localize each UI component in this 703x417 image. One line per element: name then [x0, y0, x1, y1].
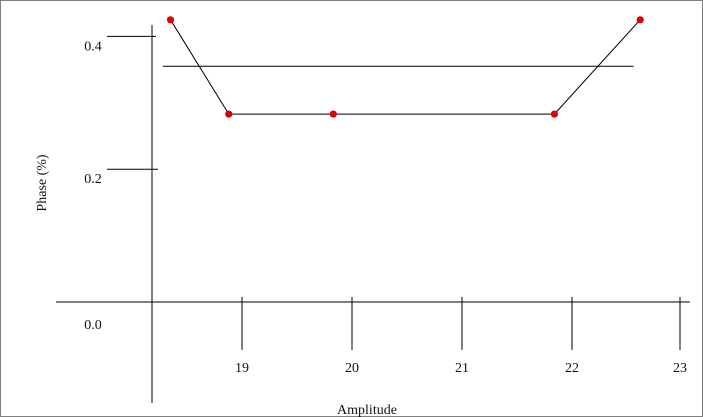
data-point-1	[225, 110, 233, 118]
x-tick-label-23: 23	[673, 361, 687, 376]
data-point-0	[166, 16, 175, 24]
x-axis-title: Amplitude	[337, 403, 397, 417]
data-point-4	[636, 16, 644, 24]
x-tick-label-22: 22	[565, 361, 579, 376]
data-point-2	[329, 110, 337, 118]
x-tick-label-20: 20	[345, 361, 359, 376]
series-line-0	[170, 19, 641, 115]
y-tick-label-0.4: 0.4	[84, 39, 102, 54]
y-axis-title: Phase (%)	[35, 154, 50, 211]
data-point-3	[550, 110, 559, 118]
y-tick-label-0.0: 0.0	[84, 318, 102, 333]
x-tick-label-19: 19	[235, 361, 249, 376]
x-tick-label-21: 21	[455, 361, 469, 376]
y-tick-label-0.2: 0.2	[84, 172, 102, 187]
